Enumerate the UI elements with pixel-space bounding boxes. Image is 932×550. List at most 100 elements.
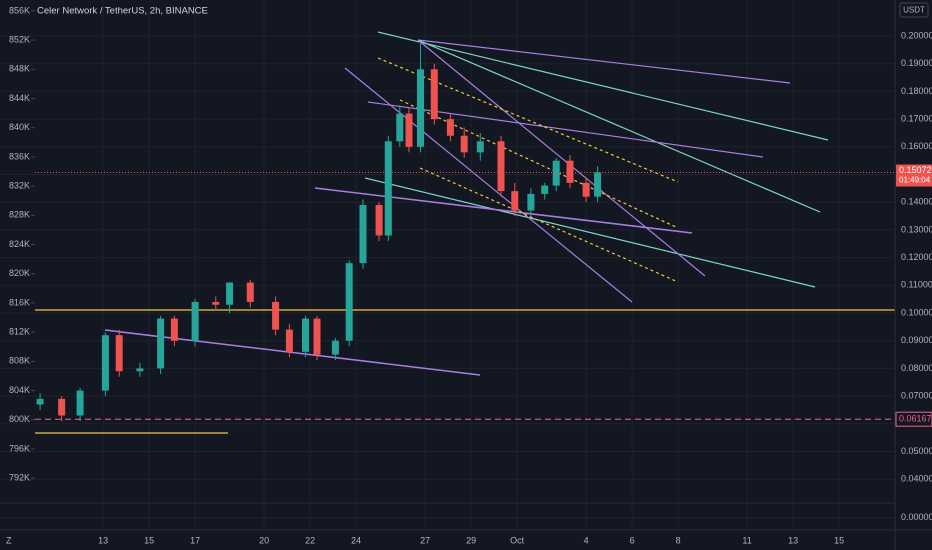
chart-title: Celer Network / TetherUS, 2h, BINANCE [37, 6, 208, 17]
y-tick-label: 0.11000 [901, 280, 932, 290]
y-tick-label: 0.04000 [901, 474, 932, 484]
y-tick-label: 0.17000 [901, 113, 932, 123]
y-tick-label: 0.07000 [901, 390, 932, 400]
candle-body [446, 119, 454, 136]
x-tick-label: 27 [420, 535, 430, 545]
candle-body [191, 301, 199, 341]
x-tick-label: 17 [190, 535, 200, 545]
x-tick-label: 22 [305, 535, 315, 545]
candle-body [301, 318, 309, 352]
candle-body [359, 204, 367, 264]
candle-body [541, 185, 549, 194]
candle-body [246, 282, 254, 302]
trend-line [344, 67, 633, 303]
candle-body [582, 182, 590, 197]
y2-tick-label: 848K [9, 64, 30, 74]
last-price-label: 0.15072 [899, 165, 932, 175]
y-tick-label: 0.16000 [901, 141, 932, 151]
marker-label-box [895, 411, 932, 427]
y2-tick-label: 808K [9, 356, 30, 366]
marker-label: 0.06167 [899, 414, 932, 424]
y2-tick-label: 812K [9, 326, 30, 336]
candle-body [375, 204, 383, 236]
x-tick-label: 11 [742, 535, 751, 545]
y2-tick-label: 824K [9, 239, 30, 249]
candle-body [497, 141, 505, 192]
y-tick-label: 0.13000 [901, 224, 932, 234]
x-tick-label: 13 [788, 535, 798, 545]
x-tick-label: 4 [584, 535, 589, 545]
candles [36, 41, 602, 422]
y-tick-label: 0.10000 [901, 307, 932, 317]
y2-tick-label: 832K [9, 181, 30, 191]
x-tick-label: 24 [351, 535, 361, 545]
y-tick-label: 0.05000 [901, 446, 932, 456]
candle-body [212, 301, 220, 305]
y2-tick-label: 840K [9, 122, 30, 132]
candle-body [272, 301, 280, 330]
y2-tick-label: 836K [9, 151, 30, 161]
candle-body [527, 193, 535, 211]
candle-body [594, 172, 602, 197]
candle-body [566, 160, 574, 183]
candle-body [58, 398, 66, 416]
candle-body [76, 390, 84, 416]
y-tick-label: 0.14000 [901, 197, 932, 207]
candle-body [416, 69, 424, 147]
candle-body [285, 329, 293, 352]
candle-body [511, 191, 519, 211]
currency-box[interactable] [899, 2, 929, 18]
y2-tick-label: 820K [9, 268, 30, 278]
candle-body [460, 135, 468, 153]
y2-tick-label: 828K [9, 210, 30, 220]
y-tick-label: 0.12000 [901, 252, 932, 262]
candle-body [476, 141, 484, 153]
candle-body [136, 368, 144, 372]
trend-line [364, 177, 816, 288]
candle-body [405, 113, 413, 147]
trendlines [35, 31, 895, 434]
osc-tick-label: 0.00000 [901, 512, 932, 522]
trend-line [417, 39, 791, 84]
x-tick-label: 6 [630, 535, 635, 545]
y-tick-label: 0.18000 [901, 86, 932, 96]
candle-body [430, 69, 438, 120]
candle-body [36, 398, 44, 405]
channel-line [377, 57, 679, 183]
channel-line [419, 167, 679, 283]
y-tick-label: 0.09000 [901, 335, 932, 345]
candle-body [115, 335, 123, 372]
trend-line [314, 187, 693, 234]
y-tick-label: 0.19000 [901, 58, 932, 68]
trend-line [104, 329, 481, 376]
x-tick-label: 15 [834, 535, 844, 545]
countdown: 01:49:04 [899, 176, 931, 185]
y2-tick-label: 816K [9, 297, 30, 307]
y2-tick-label: 800K [9, 414, 30, 424]
candle-body [170, 318, 178, 341]
trend-line [417, 39, 706, 277]
y2-tick-label: 796K [9, 443, 30, 453]
trend-line [377, 31, 829, 141]
candle-body [552, 160, 560, 186]
y2-tick-label: 844K [9, 93, 30, 103]
x-tick-label: Oct [510, 535, 525, 545]
x-tick-label: 20 [259, 535, 269, 545]
y-tick-label: 0.20000 [901, 30, 932, 40]
trend-line [417, 39, 821, 213]
x-tick-label: 29 [466, 535, 476, 545]
corner-label[interactable]: Z [6, 535, 12, 545]
candle-body [345, 263, 353, 341]
currency[interactable]: USDT [903, 6, 925, 15]
candle-body [157, 318, 165, 369]
last-price-box [896, 164, 932, 187]
x-tick-label: 15 [144, 535, 154, 545]
y2-tick-label: 852K [9, 35, 30, 45]
candle-body [226, 282, 234, 305]
y2-tick-label: 804K [9, 385, 30, 395]
candle-body [313, 318, 321, 355]
candle-body [331, 340, 339, 355]
candle-body [101, 335, 109, 391]
